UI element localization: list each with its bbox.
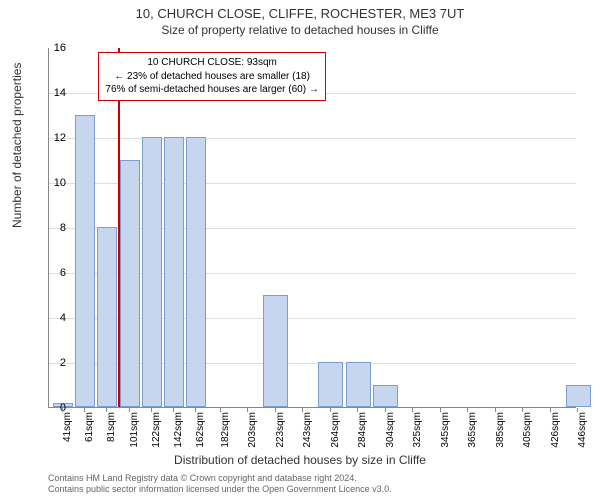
y-tick-label: 0 xyxy=(26,402,66,414)
bar xyxy=(142,137,162,407)
title-main: 10, CHURCH CLOSE, CLIFFE, ROCHESTER, ME3… xyxy=(0,6,600,21)
title-sub: Size of property relative to detached ho… xyxy=(0,23,600,37)
chart-area: 10 CHURCH CLOSE: 93sqm ← 23% of detached… xyxy=(48,48,576,408)
annotation-box: 10 CHURCH CLOSE: 93sqm ← 23% of detached… xyxy=(98,52,325,101)
bar xyxy=(97,227,117,407)
x-axis-label: Distribution of detached houses by size … xyxy=(0,453,600,467)
y-tick-label: 12 xyxy=(26,132,66,144)
bars-container xyxy=(49,48,576,407)
bar xyxy=(186,137,206,407)
bar xyxy=(164,137,184,407)
property-marker-line xyxy=(118,48,120,407)
y-tick-label: 10 xyxy=(26,177,66,189)
bar xyxy=(263,295,288,408)
y-tick-label: 6 xyxy=(26,267,66,279)
y-tick-label: 4 xyxy=(26,312,66,324)
y-tick-label: 2 xyxy=(26,357,66,369)
footer-line-3: Contains public sector information licen… xyxy=(48,484,392,496)
annotation-line-2: ← 23% of detached houses are smaller (18… xyxy=(105,70,318,84)
annotation-line-3: 76% of semi-detached houses are larger (… xyxy=(105,83,318,97)
bar xyxy=(373,385,398,408)
y-tick-label: 16 xyxy=(26,42,66,54)
footer-line-1: Contains HM Land Registry data © Crown c… xyxy=(48,473,392,485)
bar xyxy=(346,362,371,407)
y-tick-label: 14 xyxy=(26,87,66,99)
footer-attribution: Contains HM Land Registry data © Crown c… xyxy=(48,473,392,496)
bar xyxy=(318,362,343,407)
y-axis-label: Number of detached properties xyxy=(10,63,24,228)
annotation-line-1: 10 CHURCH CLOSE: 93sqm xyxy=(105,56,318,70)
bar xyxy=(566,385,591,408)
title-block: 10, CHURCH CLOSE, CLIFFE, ROCHESTER, ME3… xyxy=(0,0,600,37)
bar xyxy=(120,160,140,408)
bar xyxy=(75,115,95,408)
y-tick-label: 8 xyxy=(26,222,66,234)
